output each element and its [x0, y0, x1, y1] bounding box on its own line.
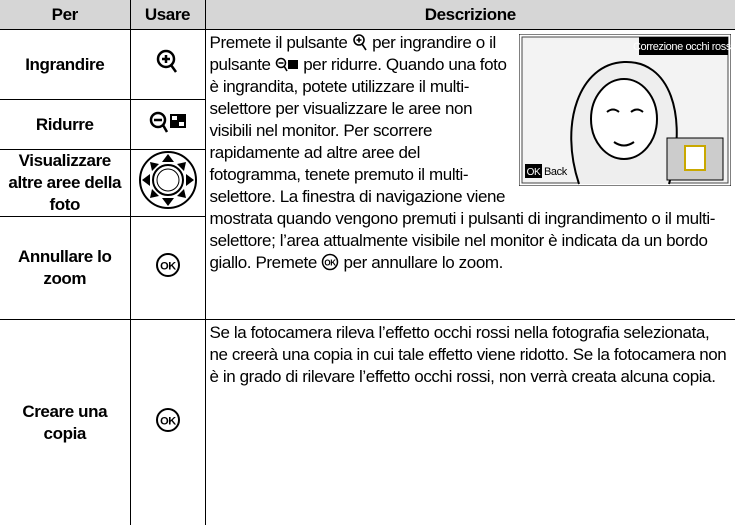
- zoom-in-icon: [156, 49, 177, 73]
- ok-icon: OK: [155, 253, 180, 277]
- back-label: Back: [544, 166, 568, 178]
- screen-image: Correzione occhi rossi OK Back: [518, 33, 733, 187]
- zoom-out-icon: [275, 57, 298, 72]
- row-label: Visualizzare altre aree della foto: [0, 149, 131, 217]
- text: per annullare lo zoom.: [343, 253, 504, 272]
- svg-text:OK: OK: [160, 415, 176, 427]
- icon-cell: OK: [129, 319, 206, 525]
- header: Usare: [129, 0, 206, 30]
- svg-text:OK: OK: [160, 261, 176, 273]
- text: per ridurre. Quando una foto è ingrandit…: [209, 55, 716, 272]
- zoom-in-icon: [352, 34, 367, 51]
- ok-icon: OK: [321, 253, 339, 271]
- header: Descrizione: [204, 0, 735, 30]
- text: Premete il pulsante: [209, 33, 348, 52]
- row-label: Annullare lo zoom: [0, 216, 131, 320]
- svg-text:OK: OK: [325, 259, 337, 268]
- icon-cell: [129, 29, 206, 100]
- text: per ingrandire o il pulsante: [209, 33, 497, 74]
- description: Correzione occhi rossi OK Back Premete i…: [204, 29, 735, 320]
- row-label: Ridurre: [0, 99, 131, 150]
- row-label: Creare una copia: [0, 319, 131, 525]
- multi-selector-icon: [138, 151, 197, 209]
- description: Se la fotocamera rileva l’effetto occhi …: [204, 319, 735, 525]
- icon-cell: [129, 99, 205, 150]
- screen-illustration: Correzione occhi rossi OK Back: [518, 33, 733, 187]
- zoom-out-icon: [149, 111, 186, 133]
- ok-label: OK: [527, 167, 541, 178]
- icon-cell: [129, 149, 205, 217]
- header: Per: [0, 0, 131, 30]
- ok-icon: OK: [155, 407, 180, 432]
- icon-cell: OK: [129, 216, 205, 320]
- row-label: Ingrandire: [0, 29, 131, 100]
- screen-title: Correzione occhi rossi: [633, 41, 731, 53]
